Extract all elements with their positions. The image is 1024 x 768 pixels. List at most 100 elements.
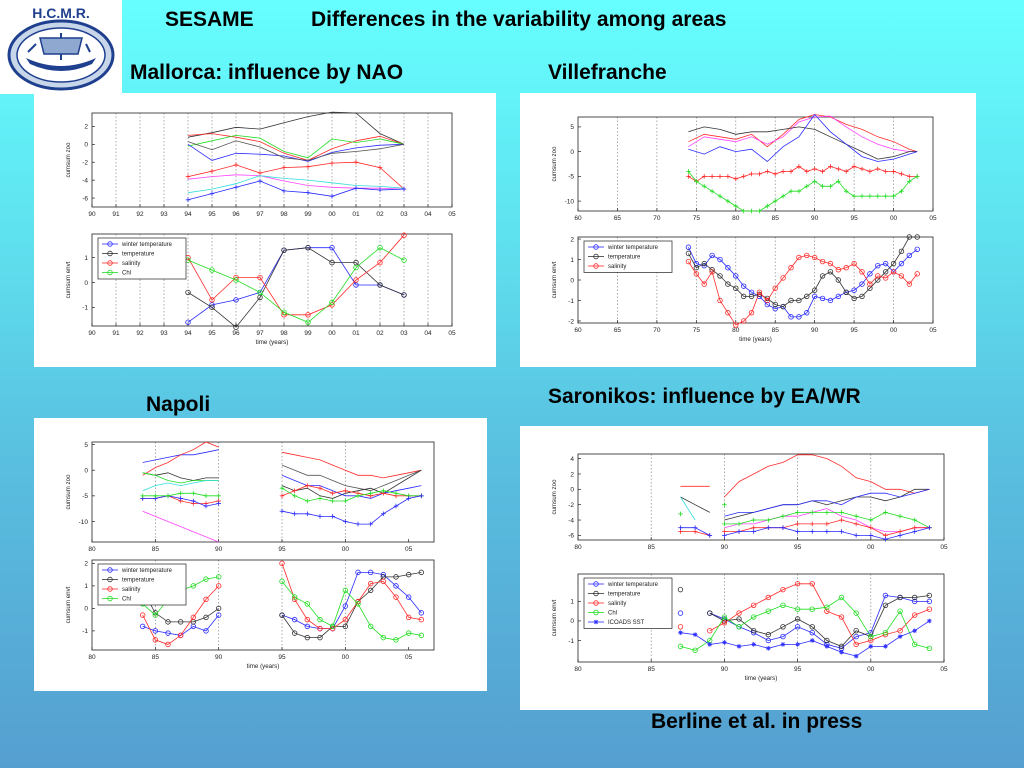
villefranche-top-data-point — [788, 188, 794, 194]
napoli-top-data-point — [178, 490, 183, 496]
villefranche-top-data-point — [765, 203, 770, 209]
napoli-bottom-legend-marker — [107, 576, 113, 583]
napoli-bottom-legend-marker — [107, 595, 113, 602]
villefranche-bottom-data-point — [804, 310, 810, 316]
villefranche-bottom-legend-marker — [593, 253, 599, 260]
saronikos-top-data-point — [780, 525, 786, 531]
mallorca-bottom-data-point — [209, 304, 215, 311]
napoli-top-series-line — [142, 480, 219, 492]
napoli-top-data-point — [406, 496, 411, 501]
napoli-top-data-point — [305, 498, 310, 504]
mallorca-bottom-x-tick-label: 91 — [112, 330, 120, 337]
hcmr-logo: H.C.M.R. — [0, 0, 122, 94]
saronikos-top-data-point — [736, 521, 742, 527]
napoli-bottom-data-point — [279, 612, 285, 618]
napoli-bottom-data-point — [291, 630, 298, 636]
saronikos-top-data-point — [751, 529, 756, 534]
villefranche-top-x-tick-label: 65 — [614, 215, 622, 222]
saronikos-top-x-tick-label: 85 — [648, 544, 656, 551]
saronikos-top-data-point — [912, 525, 918, 531]
villefranche-bottom-data-point — [725, 281, 731, 287]
napoli-top-data-point — [393, 490, 399, 496]
napoli-bottom-data-point — [355, 601, 361, 607]
napoli-top-y-tick-label: -10 — [79, 519, 89, 526]
villefranche-top-data-point — [694, 179, 699, 184]
villefranche-bottom-legend-marker — [593, 263, 599, 269]
saronikos-bottom-legend-label: ICOADS SST — [608, 620, 645, 626]
saronikos-bottom-data-point — [707, 628, 713, 634]
napoli-bottom-data-point — [367, 580, 374, 587]
saronikos-bottom-data-point — [824, 608, 830, 614]
villefranche-top-data-point — [686, 169, 691, 174]
mallorca-bottom-series-group — [185, 232, 407, 330]
napoli-bottom-x-axis-label: time (years) — [247, 663, 280, 670]
villefranche-top-data-point — [717, 174, 723, 179]
napoli-bottom-data-point — [418, 569, 425, 576]
mallorca-bottom-data-point — [401, 232, 407, 238]
villefranche-bottom-data-point — [867, 271, 873, 277]
saronikos-top-data-point — [853, 533, 859, 538]
saronikos-bottom-data-point — [780, 633, 786, 640]
villefranche-bottom-data-point — [882, 269, 889, 275]
mallorca-bottom-data-point — [401, 257, 407, 263]
saronikos-top-data-point — [707, 533, 713, 538]
napoli-bottom-data-point — [215, 583, 222, 589]
villefranche-bottom-x-tick-label: 05 — [929, 327, 937, 334]
mallorca-top-y-tick-label: 2 — [84, 124, 88, 131]
villefranche-bottom-legend-label: winter temperature — [607, 245, 659, 251]
saronikos-bottom-data-point — [780, 642, 786, 647]
saronikos-bottom-x-tick-label: 90 — [721, 666, 729, 673]
saronikos-top-data-point — [824, 529, 830, 534]
saronikos-bottom-data-point — [838, 594, 845, 601]
napoli-top-x-tick-label: 95 — [278, 546, 286, 553]
napoli-bottom-data-point — [279, 560, 285, 567]
villefranche-top-frame — [577, 116, 934, 212]
villefranche-top-data-point — [757, 171, 762, 177]
mallorca-top-y-tick-label: -4 — [82, 177, 88, 184]
mallorca-top-data-point — [185, 197, 191, 203]
saronikos-bottom-data-point — [926, 606, 933, 612]
villefranche-bottom-data-point — [914, 246, 920, 252]
napoli-top-x-tick-label: 00 — [342, 546, 350, 553]
saronikos-top-data-point — [912, 517, 918, 523]
mallorca-bottom-series-line — [187, 247, 405, 328]
saronikos-top-data-point — [868, 517, 874, 523]
napoli-bottom-data-point — [317, 616, 323, 623]
villefranche-top-y-tick-label: -5 — [568, 174, 574, 181]
villefranche-bottom-data-point — [898, 260, 905, 267]
saronikos-bottom-legend-marker — [593, 609, 599, 616]
napoli-bottom-data-point — [304, 616, 311, 623]
villefranche-top-data-point — [907, 179, 912, 184]
mallorca-top-data-point — [185, 174, 191, 179]
villefranche-bottom-data-point — [906, 281, 913, 287]
napoli-top-data-point — [178, 496, 183, 501]
napoli-bottom-x-tick-label: 90 — [215, 654, 223, 661]
villefranche-top-x-tick-label: 95 — [850, 215, 858, 222]
villefranche-bottom-data-point — [898, 273, 905, 279]
napoli-top-series-line — [281, 487, 422, 502]
saronikos-bottom-series-line — [709, 583, 930, 645]
saronikos-bottom-series-line — [709, 595, 930, 649]
saronikos-bottom-y-axis-label: cumsum envt — [551, 599, 558, 636]
villefranche-top-data-point — [851, 164, 857, 169]
napoli-top-data-point — [305, 483, 310, 488]
saronikos-bottom-data-point — [765, 608, 772, 614]
napoli-bottom-data-point — [380, 634, 387, 641]
villefranche-bottom-data-point — [764, 297, 771, 304]
napoli-bottom-y-tick-label: 0 — [84, 606, 88, 613]
saronikos-bottom-data-point-d2 — [898, 634, 903, 639]
saronikos-bottom-data-point-d2 — [854, 654, 859, 659]
napoli-bottom-data-point — [317, 634, 323, 641]
saronikos-top-data-point — [809, 529, 815, 534]
mallorca-bottom-data-point — [305, 319, 311, 325]
saronikos-bottom-data-point — [926, 645, 933, 652]
villefranche-top-data-point — [796, 164, 802, 169]
saronikos-bottom-data-point — [692, 632, 698, 637]
saronikos-bottom-x-tick-label: 80 — [574, 666, 582, 673]
mallorca-top-x-tick-label: 94 — [184, 211, 192, 218]
saronikos-bottom-legend-marker — [593, 619, 599, 625]
villefranche-top-data-point — [804, 169, 810, 174]
napoli-bottom-data-point — [355, 569, 361, 576]
villefranche-bottom-data-point — [882, 260, 889, 267]
mallorca-top-data-point — [305, 164, 311, 170]
